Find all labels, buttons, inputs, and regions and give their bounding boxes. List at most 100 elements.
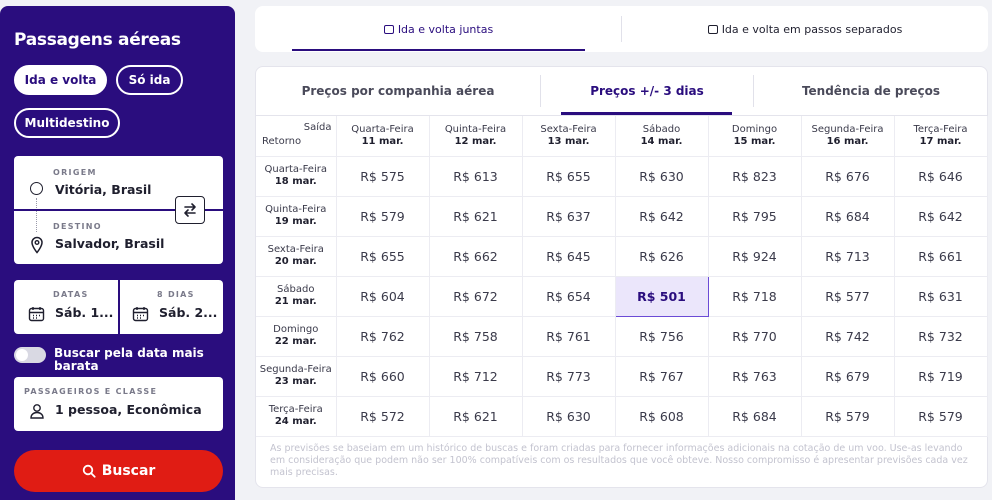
- departure-date-field[interactable]: Sáb. 1...: [55, 305, 114, 320]
- price-cell[interactable]: R$ 676: [801, 156, 895, 197]
- tabs-bottom-border: [256, 115, 987, 116]
- price-cell[interactable]: R$ 613: [429, 156, 523, 197]
- price-cell[interactable]: R$ 823: [708, 156, 802, 197]
- price-cell[interactable]: R$ 626: [615, 236, 709, 277]
- price-cell[interactable]: R$ 630: [615, 156, 709, 197]
- ticket-icon: [383, 24, 394, 34]
- price-cell[interactable]: R$ 654: [522, 276, 616, 317]
- table-row: Sábado 21 mar. R$ 604 R$ 672 R$ 654 R$ 501 R$ …: [256, 275, 988, 317]
- trip-type-oneway[interactable]: Só ida: [116, 65, 183, 95]
- price-cell[interactable]: R$ 679: [801, 356, 895, 397]
- best-price-cell[interactable]: R$ 501: [614, 275, 709, 317]
- passengers-card[interactable]: PASSAGEIROS E CLASSE 1 pessoa, Econômica: [14, 377, 223, 431]
- departure-weekday: Terça-Feira: [913, 123, 968, 135]
- departure-axis-label: Saída: [303, 122, 332, 133]
- price-cell[interactable]: R$ 572: [336, 396, 430, 437]
- price-cell[interactable]: R$ 770: [708, 316, 802, 357]
- price-cell[interactable]: R$ 621: [429, 196, 523, 237]
- price-cell[interactable]: R$ 767: [615, 356, 709, 397]
- table-row: Sexta-Feira 20 mar. R$ 655 R$ 662 R$ 645 R$ 6…: [256, 236, 988, 277]
- tab-prices-plus-minus-3-days[interactable]: Preços +/- 3 dias: [590, 84, 704, 98]
- price-cell[interactable]: R$ 672: [429, 276, 523, 317]
- tab-roundtrip-separate[interactable]: Ida e volta em passos separados: [622, 6, 988, 52]
- price-cell[interactable]: R$ 631: [894, 276, 988, 317]
- price-cell[interactable]: R$ 712: [429, 356, 523, 397]
- price-cell[interactable]: R$ 684: [708, 396, 802, 437]
- trip-type-multicity[interactable]: Multidestino: [14, 108, 120, 138]
- return-date-header: Segunda-Feira 23 mar.: [256, 356, 337, 397]
- price-cell[interactable]: R$ 732: [894, 316, 988, 357]
- price-cell[interactable]: R$ 646: [894, 156, 988, 197]
- price-cell[interactable]: R$ 655: [336, 236, 430, 277]
- table-row: Domingo 22 mar. R$ 762 R$ 758 R$ 761 R$ 756 R$…: [256, 316, 988, 357]
- swap-route-button[interactable]: [175, 196, 205, 224]
- return-date-header: Sábado 21 mar.: [256, 276, 337, 317]
- return-date: 19 mar.: [274, 216, 317, 227]
- passengers-field: 1 pessoa, Econômica: [55, 402, 202, 417]
- price-cell[interactable]: R$ 579: [894, 396, 988, 437]
- location-pin-icon: [31, 236, 43, 254]
- price-cell[interactable]: R$ 637: [522, 196, 616, 237]
- swap-arrows-icon: [184, 203, 196, 217]
- destination-label: DESTINO: [53, 222, 102, 231]
- return-date-header: Quarta-Feira 18 mar.: [256, 156, 337, 197]
- departure-date-header: Quinta-Feira 12 mar.: [429, 116, 523, 157]
- flexible-dates-grid: Saída Retorno Quarta-Feira 11 mar. Quinta-…: [256, 116, 988, 437]
- departure-weekday: Domingo: [731, 123, 778, 135]
- price-cell[interactable]: R$ 684: [801, 196, 895, 237]
- departure-weekday: Quinta-Feira: [444, 123, 507, 135]
- price-cell[interactable]: R$ 621: [429, 396, 523, 437]
- cheapest-date-toggle[interactable]: [14, 347, 46, 363]
- return-date: 21 mar.: [274, 296, 317, 307]
- price-cell[interactable]: R$ 762: [336, 316, 430, 357]
- price-cell[interactable]: R$ 756: [615, 316, 709, 357]
- price-cell[interactable]: R$ 758: [429, 316, 523, 357]
- price-cell[interactable]: R$ 742: [801, 316, 895, 357]
- price-cell[interactable]: R$ 579: [336, 196, 430, 237]
- price-cell[interactable]: R$ 763: [708, 356, 802, 397]
- price-cell[interactable]: R$ 604: [336, 276, 430, 317]
- return-date: 18 mar.: [274, 176, 317, 187]
- search-button[interactable]: Buscar: [14, 450, 223, 492]
- price-cell[interactable]: R$ 579: [801, 396, 895, 437]
- price-cell[interactable]: R$ 608: [615, 396, 709, 437]
- tab-prices-by-airline[interactable]: Preços por companhia aérea: [301, 84, 495, 98]
- price-cell[interactable]: R$ 924: [708, 236, 802, 277]
- price-cell[interactable]: R$ 660: [336, 356, 430, 397]
- return-weekday: Sexta-Feira: [267, 244, 324, 255]
- price-cell[interactable]: R$ 719: [894, 356, 988, 397]
- destination-field[interactable]: Salvador, Brasil: [55, 236, 165, 251]
- price-cell[interactable]: R$ 642: [894, 196, 988, 237]
- sidebar-title: Passagens aéreas: [14, 30, 181, 50]
- search-sidebar: Passagens aéreas Ida e volta Só ida Mult…: [0, 6, 235, 500]
- return-date: 23 mar.: [274, 376, 317, 387]
- grid-header-row: Saída Retorno Quarta-Feira 11 mar. Quinta-…: [256, 116, 988, 157]
- price-cell[interactable]: R$ 662: [429, 236, 523, 277]
- price-cell[interactable]: R$ 761: [522, 316, 616, 357]
- price-cell[interactable]: R$ 718: [708, 276, 802, 317]
- price-cell[interactable]: R$ 575: [336, 156, 430, 197]
- return-date-field[interactable]: Sáb. 2...: [159, 305, 218, 320]
- price-cell[interactable]: R$ 645: [522, 236, 616, 277]
- tab-roundtrip-separate-label: Ida e volta em passos separados: [721, 22, 903, 36]
- price-cell[interactable]: R$ 642: [615, 196, 709, 237]
- origin-field[interactable]: Vitória, Brasil: [55, 182, 152, 197]
- dates-divider: [118, 280, 120, 334]
- trip-type-roundtrip[interactable]: Ida e volta: [14, 65, 107, 95]
- return-weekday: Domingo: [273, 324, 319, 335]
- price-cell[interactable]: R$ 795: [708, 196, 802, 237]
- price-cell[interactable]: R$ 577: [801, 276, 895, 317]
- route-card: ORIGEM Vitória, Brasil DESTINO Salvador,…: [14, 156, 223, 264]
- search-button-label: Buscar: [101, 463, 156, 479]
- tab-price-trend[interactable]: Tendência de preços: [801, 84, 941, 98]
- route-divider: [14, 209, 223, 211]
- price-cell[interactable]: R$ 655: [522, 156, 616, 197]
- price-cell[interactable]: R$ 773: [522, 356, 616, 397]
- price-cell[interactable]: R$ 630: [522, 396, 616, 437]
- table-row: Segunda-Feira 23 mar. R$ 660 R$ 712 R$ 773 R$…: [256, 356, 988, 397]
- return-date: 20 mar.: [274, 256, 317, 267]
- departure-weekday: Sábado: [642, 123, 681, 135]
- price-cell[interactable]: R$ 713: [801, 236, 895, 277]
- price-cell[interactable]: R$ 661: [894, 236, 988, 277]
- tab-roundtrip-together[interactable]: Ida e volta juntas: [292, 6, 585, 52]
